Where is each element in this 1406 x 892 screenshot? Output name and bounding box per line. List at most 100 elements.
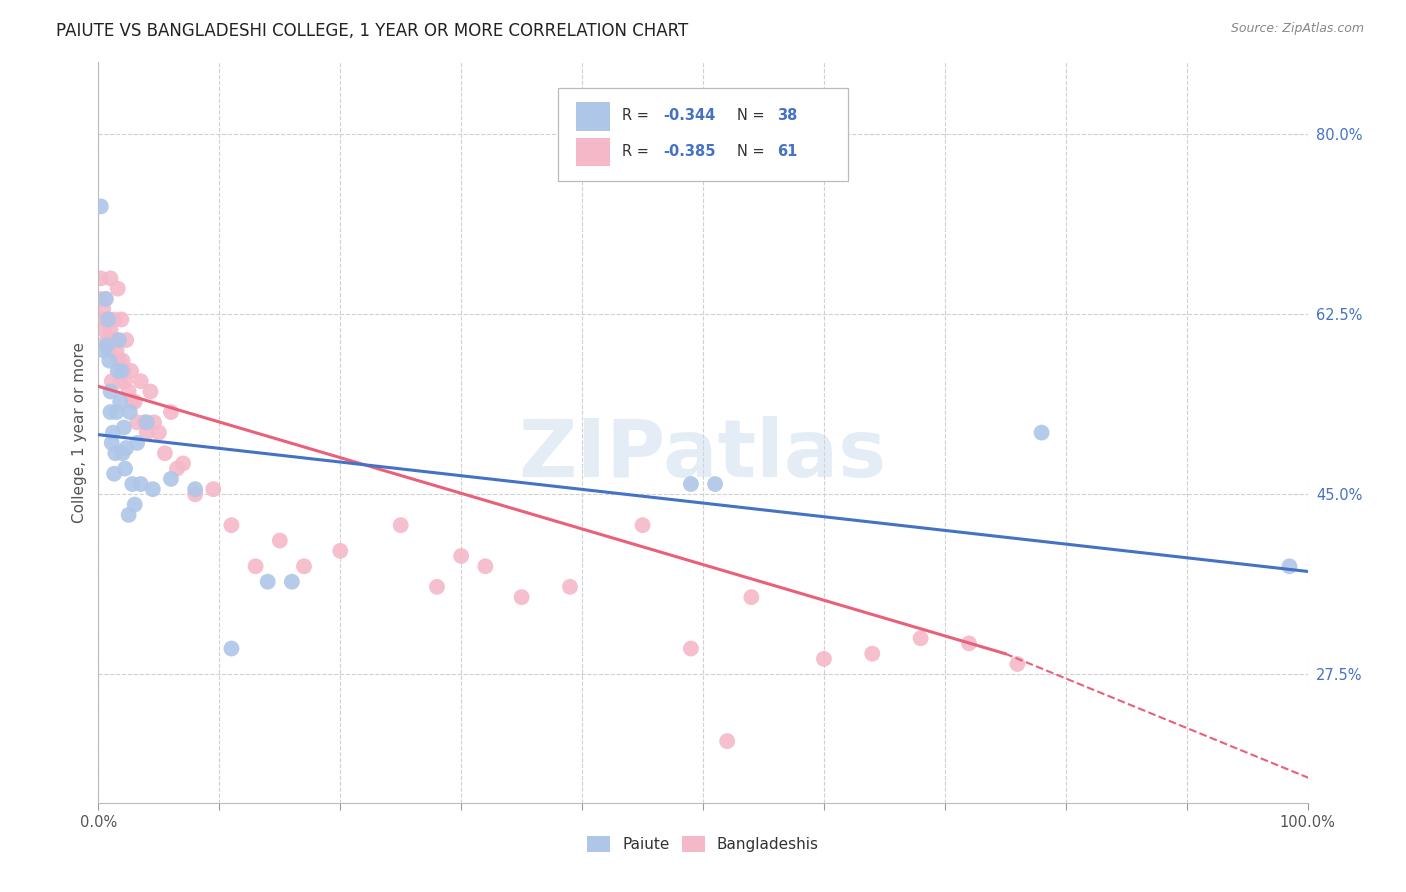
Point [740,590,762,604]
Text: 61: 61 [776,144,797,159]
Point [202,482,225,496]
Point [94,292,117,306]
Point [118,384,141,399]
Point [134,415,156,429]
Point [860,647,883,661]
Text: PAIUTE VS BANGLADESHI COLLEGE, 1 YEAR OR MORE CORRELATION CHART: PAIUTE VS BANGLADESHI COLLEGE, 1 YEAR OR… [56,22,689,40]
Point [89,292,111,306]
Point [112,364,135,378]
Point [292,559,315,574]
Point [184,482,207,496]
Point [1031,425,1053,440]
Point [105,405,128,419]
Point [281,574,304,589]
Point [98,343,121,358]
Point [160,405,183,419]
Text: R =: R = [621,144,654,159]
Point [97,312,120,326]
Point [98,353,121,368]
Point [103,312,125,326]
Point [108,353,131,368]
Point [114,374,136,388]
Point [129,477,152,491]
Point [426,580,449,594]
Point [108,394,131,409]
Point [221,518,243,533]
Point [110,364,132,378]
Point [245,559,267,574]
Point [148,425,170,440]
Point [124,498,146,512]
Point [679,641,702,656]
Point [704,477,727,491]
Point [90,199,112,213]
FancyBboxPatch shape [558,88,848,181]
Point [143,415,166,429]
Point [108,374,131,388]
Point [104,446,127,460]
Text: Source: ZipAtlas.com: Source: ZipAtlas.com [1230,22,1364,36]
Point [121,394,143,409]
Bar [576,138,610,166]
Point [1007,657,1029,671]
Point [127,415,149,429]
Text: N =: N = [737,108,769,123]
Point [121,477,143,491]
Point [631,518,654,533]
Point [107,282,129,296]
Point [107,364,129,378]
Text: -0.385: -0.385 [664,144,716,159]
Point [124,394,146,409]
Point [813,652,835,666]
Point [105,343,128,358]
Point [474,559,496,574]
Text: R =: R = [621,108,654,123]
Point [93,323,115,337]
Text: -0.344: -0.344 [664,108,716,123]
Point [135,425,157,440]
Point [101,425,124,440]
Text: 38: 38 [776,108,797,123]
Point [127,436,149,450]
Point [97,312,120,326]
Point [120,364,142,378]
Point [108,333,131,347]
Point [153,446,176,460]
Point [256,574,278,589]
Point [111,353,134,368]
Point [110,312,132,326]
Point [558,580,581,594]
Point [101,333,124,347]
Point [100,384,122,399]
Point [111,446,134,460]
Point [112,420,135,434]
Point [104,333,127,347]
Point [679,477,702,491]
Text: ZIPatlas: ZIPatlas [519,416,887,494]
Point [100,323,122,337]
Point [100,271,122,285]
Point [184,487,207,501]
Point [450,549,472,563]
Point [114,461,136,475]
Point [166,461,188,475]
Text: N =: N = [737,144,769,159]
Point [91,343,114,358]
Point [716,734,738,748]
Point [389,518,412,533]
Point [91,312,114,326]
Point [115,333,138,347]
Point [139,384,162,399]
Point [118,405,141,419]
Point [129,374,152,388]
Point [269,533,291,548]
Legend: Paiute, Bangladeshis: Paiute, Bangladeshis [581,830,825,858]
Point [118,508,141,522]
Point [103,467,125,481]
Point [115,441,138,455]
Point [142,482,165,496]
Point [90,271,112,285]
Point [221,641,243,656]
Point [100,374,122,388]
Point [160,472,183,486]
